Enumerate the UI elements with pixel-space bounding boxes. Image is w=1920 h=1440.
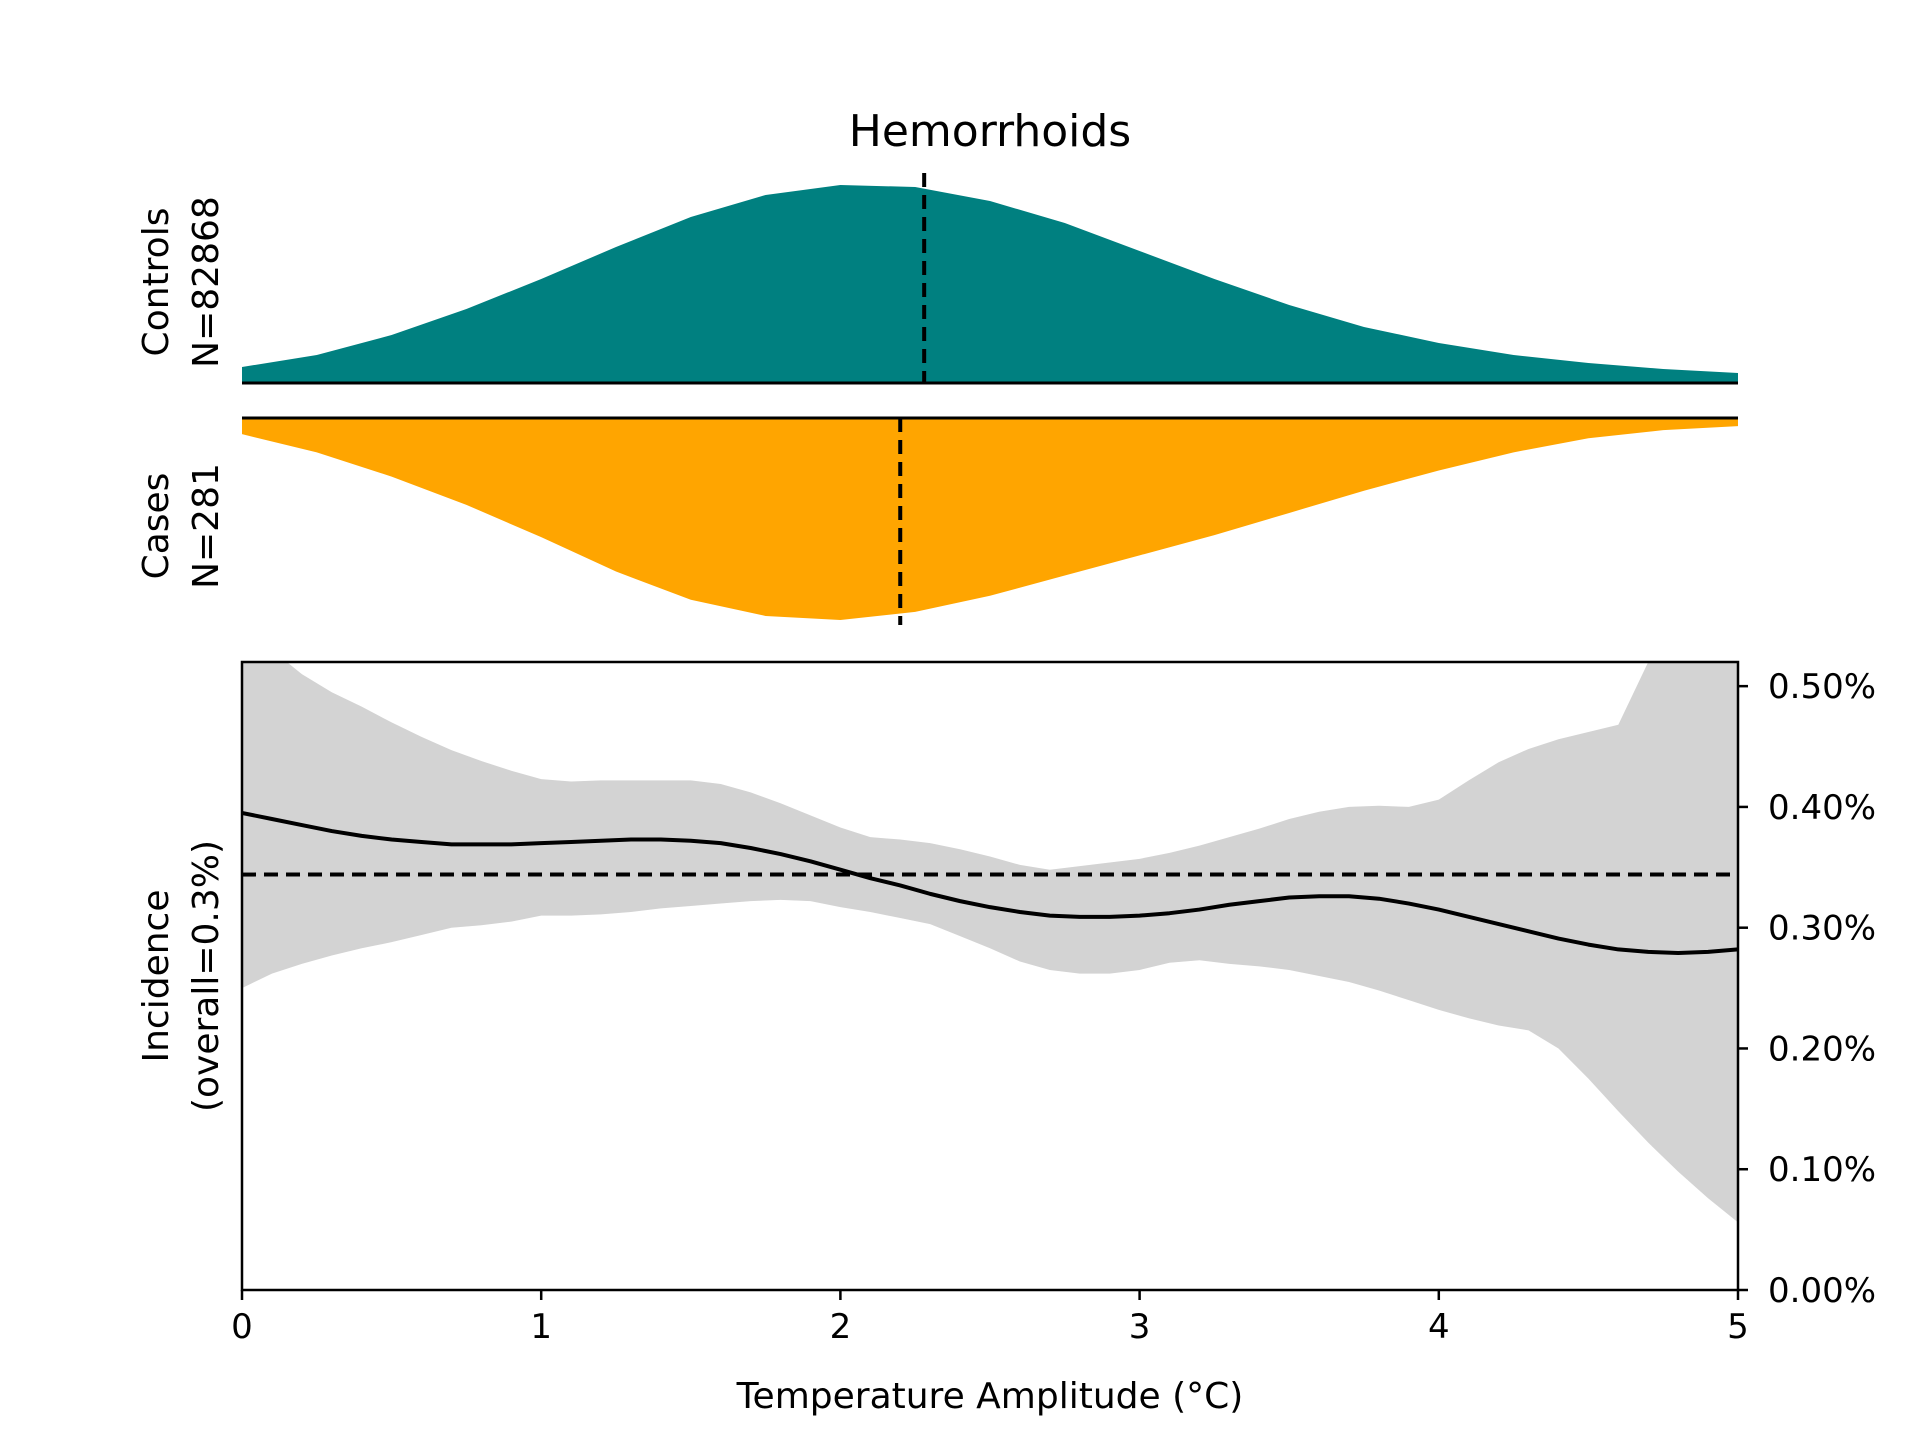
x-axis: 0 1 2 3 4 5	[231, 1290, 1749, 1347]
y-axis-right: 0.00% 0.10% 0.20% 0.30% 0.40% 0.50%	[1738, 667, 1876, 1311]
y-axis-label: Incidence	[136, 890, 177, 1063]
incidence-panel: 0 1 2 3 4 5 0.00% 0.10% 0.20% 0.30% 0.40% 0.50% In…	[136, 660, 1876, 1417]
y-tick-label: 0.00%	[1768, 1271, 1876, 1311]
cases-panel: Cases N=281	[136, 416, 1738, 625]
controls-label: Controls	[136, 208, 177, 357]
y-axis-label-sub: (overall=0.3%)	[186, 840, 227, 1112]
x-tick-label: 2	[830, 1307, 852, 1347]
y-tick-label: 0.10%	[1768, 1150, 1876, 1190]
y-tick-label: 0.20%	[1768, 1029, 1876, 1069]
x-tick-label: 0	[231, 1307, 253, 1347]
y-tick-label: 0.30%	[1768, 909, 1876, 949]
incidence-line	[242, 811, 1738, 956]
y-tick-label: 0.40%	[1768, 788, 1876, 828]
plot-frame	[240, 660, 1740, 1292]
x-tick-label: 4	[1428, 1307, 1450, 1347]
x-tick-label: 1	[530, 1307, 552, 1347]
controls-n-label: N=82868	[186, 196, 227, 368]
chart-title: Hemorrhoids	[849, 106, 1131, 157]
controls-panel: Controls N=82868	[136, 173, 1738, 385]
cases-density-area	[242, 418, 1738, 620]
confidence-band	[242, 662, 1738, 1223]
x-tick-label: 5	[1727, 1307, 1749, 1347]
y-tick-label: 0.50%	[1768, 667, 1876, 707]
x-axis-label: Temperature Amplitude (°C)	[736, 1376, 1244, 1417]
cases-label: Cases	[136, 473, 177, 580]
x-tick-label: 3	[1129, 1307, 1151, 1347]
cases-n-label: N=281	[186, 463, 227, 589]
controls-density-area	[242, 185, 1738, 383]
